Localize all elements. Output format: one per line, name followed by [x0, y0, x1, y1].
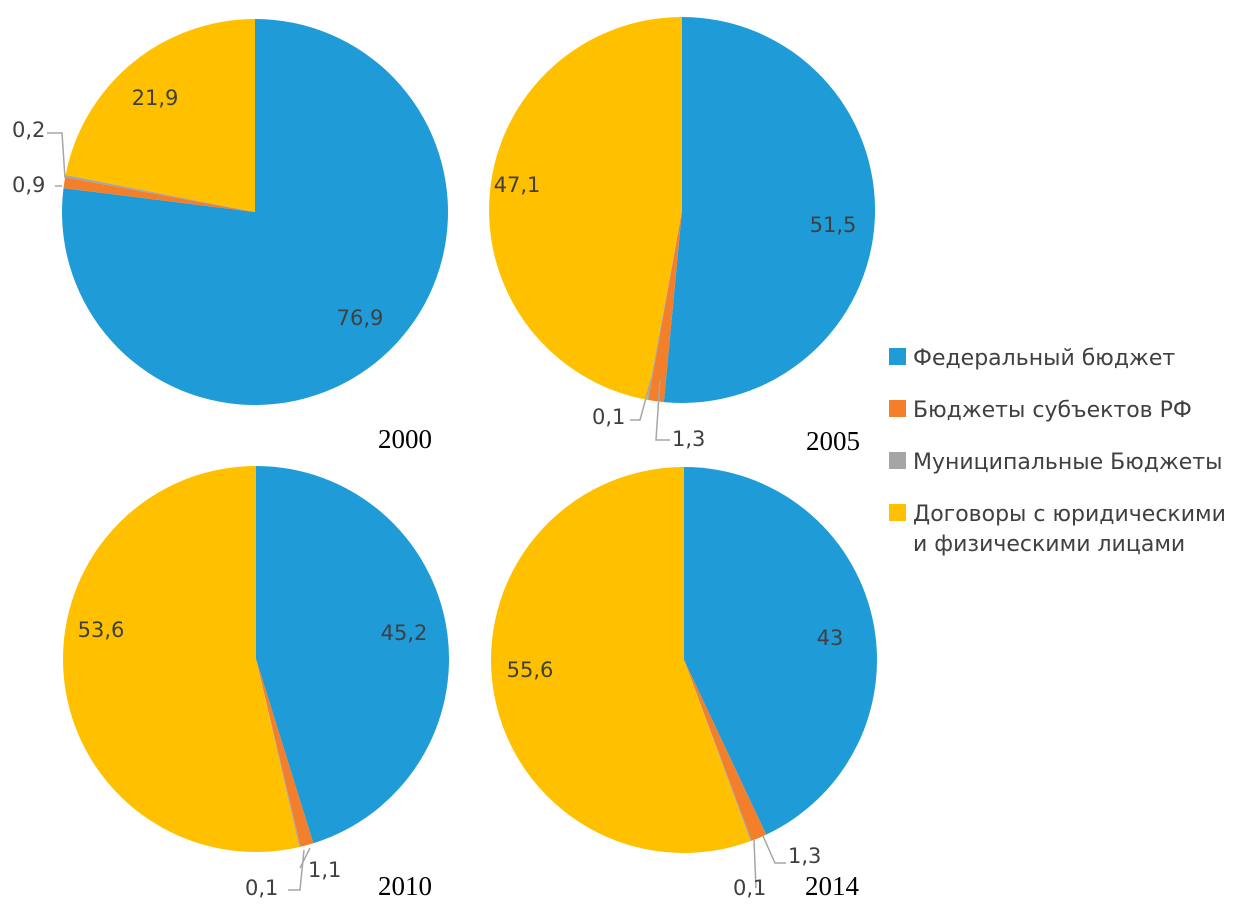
pie-2005-leader-regional — [655, 379, 670, 441]
pie-2010-leader-regional — [299, 847, 311, 869]
pie-2005-label-contracts: 47,1 — [494, 173, 541, 197]
pie-2010-label-municipal: 0,1 — [245, 876, 278, 900]
pie-2005-label-federal: 51,5 — [810, 213, 857, 237]
legend-swatch-federal — [889, 348, 906, 365]
pie-2014-leader-municipal — [753, 839, 757, 889]
legend-swatch-contracts — [889, 504, 906, 521]
pie-2005-label-municipal: 0,1 — [592, 405, 625, 429]
pie-2010-slice-contracts — [62, 466, 300, 852]
legend-label-municipal: Муниципальные Бюджеты — [913, 450, 1223, 475]
pie-2014-slice-municipal — [684, 660, 752, 842]
pie-2010-label-regional: 1,1 — [308, 858, 341, 882]
pie-2005-slice-contracts — [489, 17, 682, 400]
pie-2010-slice-regional — [256, 659, 314, 847]
legend-label-regional: Бюджеты субъектов РФ — [913, 398, 1192, 423]
pie-2000-label-municipal: 0,2 — [12, 118, 45, 142]
pie-2005-slice-federal — [663, 16, 876, 404]
pie-2014-label-federal: 43 — [817, 626, 844, 650]
pie-2005-slice-municipal — [647, 210, 682, 401]
pie-2000-leader-municipal — [47, 132, 66, 179]
pie-2000-title: 2000 — [378, 424, 432, 454]
pie-2014-slice-regional — [684, 660, 767, 841]
legend-swatch-municipal — [889, 452, 906, 469]
pie-2010-label-federal: 45,2 — [381, 621, 428, 645]
pie-2014-slice-contracts — [491, 467, 751, 853]
legend-label-contracts: Договоры с юридическими и физическими лиц… — [913, 502, 1226, 557]
pie-2014-slice-federal — [684, 467, 878, 835]
pie-2000-slice-federal — [62, 19, 449, 405]
pie-2014-leader-regional — [762, 835, 786, 864]
pie-2005-leader-municipal — [630, 379, 652, 421]
pie-2005-title: 2005 — [806, 426, 860, 456]
pie-2000-label-contracts: 21,9 — [132, 86, 179, 110]
pie-2014-title: 2014 — [805, 871, 860, 901]
pie-2010-label-contracts: 53,6 — [78, 618, 125, 642]
pie-2000-slice-regional — [63, 177, 255, 212]
pie-2010-title: 2010 — [378, 871, 432, 901]
pie-2014-label-municipal: 0,1 — [733, 876, 766, 900]
legend-label-federal: Федеральный бюджет — [913, 346, 1175, 371]
pie-2010-slice-federal — [256, 466, 450, 844]
pie-2014-label-regional: 1,3 — [788, 844, 821, 868]
pie-2005-label-regional: 1,3 — [672, 427, 705, 451]
pie-2000-label-federal: 76,9 — [337, 306, 384, 330]
pie-2010-slice-municipal — [256, 659, 301, 848]
pie-2010-leader-municipal — [288, 849, 305, 891]
pie-2000-slice-contracts — [65, 19, 255, 212]
pie-2000-slice-municipal — [65, 174, 256, 212]
legend-swatch-regional — [889, 400, 906, 417]
pie-2005-slice-regional — [648, 210, 682, 403]
pie-2000-label-regional: 0,9 — [12, 173, 45, 197]
pie-2014-label-contracts: 55,6 — [507, 658, 554, 682]
